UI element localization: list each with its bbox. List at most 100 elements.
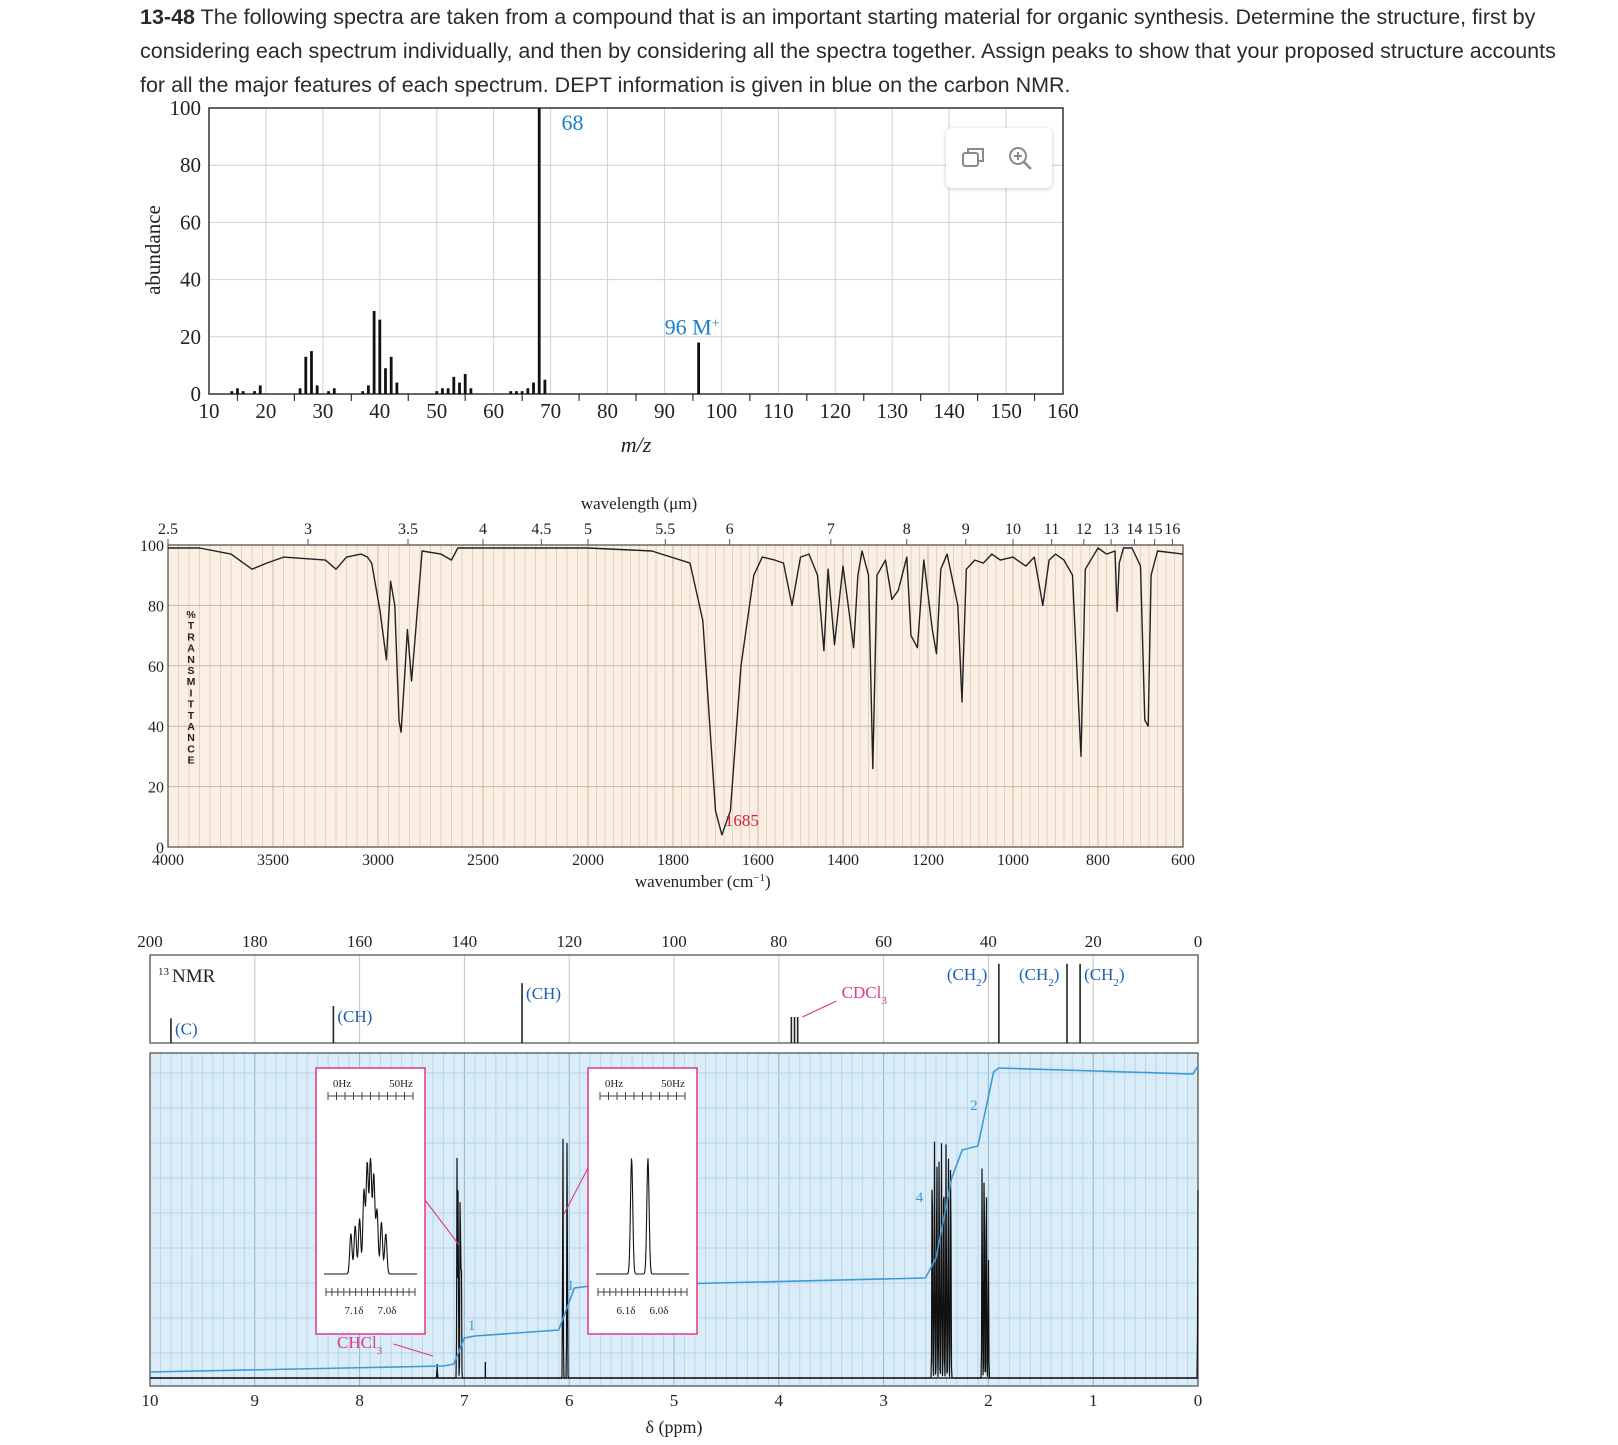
ir-frame <box>167 544 1184 848</box>
ir-top-axis-label: wavelength (μm) <box>581 494 697 513</box>
cnmr-dept-label: (CH2) <box>1019 965 1059 989</box>
ir-top-tick-label: 12 <box>1076 521 1092 538</box>
ms-peak <box>298 388 302 394</box>
ir-y-tick-label: 20 <box>148 780 164 797</box>
ir-y-axis-letter: M <box>187 676 196 688</box>
ir-y-axis-letter: R <box>187 631 195 643</box>
ir-bottom-tick-label: 800 <box>1086 852 1110 869</box>
cnmr-tick-label: 80 <box>770 932 787 951</box>
ir-x-axis-label-sup: −1 <box>753 872 765 884</box>
cnmr-dept-sub: 2 <box>1048 977 1054 989</box>
ms-x-tick-label: 20 <box>255 399 276 423</box>
hnmr-tick-label: 3 <box>879 1391 888 1410</box>
ms-x-tick-label: 140 <box>933 399 965 423</box>
ms-peak <box>327 391 330 394</box>
ms-peak <box>515 391 518 394</box>
ir-y-tick-label: 60 <box>148 659 164 676</box>
hnmr-integral-label: 2 <box>970 1098 978 1114</box>
ir-top-tick-label: 4 <box>479 521 487 538</box>
hnmr-tick-label: 7 <box>460 1391 469 1410</box>
ir-bottom-tick-label: 1200 <box>912 852 944 869</box>
ms-y-tick-label: 60 <box>180 210 201 234</box>
ir-bottom-tick-label: 3000 <box>362 852 394 869</box>
zoom-in-icon[interactable] <box>1006 144 1034 172</box>
ms-annotation-molecular-ion: 96 M+ <box>665 315 720 340</box>
ms-peak <box>526 388 530 394</box>
ms-y-tick-label: 0 <box>191 382 202 406</box>
hnmr-tick-label: 4 <box>775 1391 784 1410</box>
ms-peak <box>395 382 399 394</box>
ir-x-axis-label-end: ) <box>765 872 771 891</box>
ms-peak <box>253 391 256 394</box>
ms-x-tick-label: 30 <box>312 399 333 423</box>
ir-y-tick-label: 80 <box>148 598 164 615</box>
ir-y-axis-letter: T <box>188 699 195 711</box>
cnmr-dept-sub: 2 <box>1113 977 1119 989</box>
ms-peak <box>543 379 547 394</box>
ms-x-tick-label: 90 <box>654 399 675 423</box>
hnmr-solvent-sub: 3 <box>377 1345 383 1357</box>
ms-x-tick-label: 150 <box>990 399 1022 423</box>
cnmr-dept-sub: 2 <box>976 977 982 989</box>
cnmr-dept-label: (CH) <box>526 984 561 1003</box>
hnmr-inset-7ppm-trace <box>324 1157 417 1275</box>
cnmr-title-sup: 13 <box>158 966 170 978</box>
hnmr-inset-6ppm-top-right-label: 50Hz <box>661 1078 685 1090</box>
ir-y-axis-letter: N <box>187 732 195 744</box>
ms-peak <box>452 376 456 394</box>
hnmr-solvent-leader <box>393 1343 434 1357</box>
ms-peak <box>384 368 387 394</box>
hnmr-inset-7ppm-box <box>315 1067 426 1335</box>
hnmr-inset-7ppm: 0Hz 50Hz 7.1δ 7.0δ <box>315 1067 426 1335</box>
ir-transmittance-curve <box>168 547 1184 836</box>
ms-x-tick-label: 10 <box>199 399 220 423</box>
ir-bottom-tick-label: 1800 <box>657 852 689 869</box>
ir-top-tick-label: 10 <box>1005 521 1021 538</box>
ir-top-tick-label: 7 <box>827 521 835 538</box>
ms-x-tick-label: 100 <box>706 399 738 423</box>
ir-y-axis-letter: S <box>187 665 194 677</box>
ir-bottom-tick-label: 600 <box>1171 852 1195 869</box>
ms-peak <box>367 385 370 394</box>
ir-annotation-1685: 1685 <box>725 811 759 830</box>
ms-peak <box>236 388 239 394</box>
ir-top-tick-label: 6 <box>726 521 734 538</box>
ms-peak <box>361 391 365 394</box>
problem-statement: 13-48 The following spectra are taken fr… <box>140 0 1580 102</box>
ir-top-tick-label: 3.5 <box>398 521 418 538</box>
cnmr-dept-close: ) <box>1054 965 1060 984</box>
ms-peak <box>537 108 541 394</box>
ms-peak <box>469 388 473 394</box>
cnmr-dept-close: ) <box>1119 965 1125 984</box>
ir-bottom-tick-label: 3500 <box>257 852 289 869</box>
ms-x-tick-label: 50 <box>426 399 447 423</box>
ir-top-tick-label: 5 <box>584 521 592 538</box>
ir-y-tick-label: 40 <box>148 719 164 736</box>
ms-x-tick-label: 130 <box>876 399 908 423</box>
ir-y-axis-letter: T <box>188 710 195 722</box>
cnmr-dept-close: ) <box>192 1019 198 1038</box>
ms-y-tick-label: 100 <box>170 96 202 120</box>
cnmr-tick-label: 160 <box>347 932 373 951</box>
ms-x-tick-label: 110 <box>763 399 794 423</box>
ir-top-tick-label: 9 <box>962 521 970 538</box>
ms-peak <box>378 319 382 394</box>
ir-background <box>168 545 1183 847</box>
copy-icon[interactable] <box>960 144 988 172</box>
ms-peak <box>230 391 234 394</box>
ms-x-tick-label: 80 <box>597 399 618 423</box>
cnmr-tick-label: 120 <box>556 932 582 951</box>
ms-x-tick-label: 60 <box>483 399 504 423</box>
ir-y-axis-letter: C <box>187 743 195 755</box>
ir-y-tick-label: 100 <box>140 538 164 555</box>
ir-top-tick-label: 5.5 <box>655 521 675 538</box>
ms-peak <box>315 385 319 394</box>
hnmr-tick-label: 8 <box>355 1391 364 1410</box>
cnmr-dept-close: ) <box>982 965 988 984</box>
hnmr-inset-7ppm-bottom-right-label: 7.0δ <box>378 1305 397 1317</box>
cnmr-dept-close: ) <box>367 1007 373 1026</box>
ms-peak <box>372 311 376 394</box>
ir-y-axis-letter: % <box>186 609 196 621</box>
mass-spectrum: 10 20 30 40 50 60 70 80 90 100 110 120 130 140 150 160 0… <box>141 96 1079 457</box>
ms-peak <box>697 342 701 394</box>
